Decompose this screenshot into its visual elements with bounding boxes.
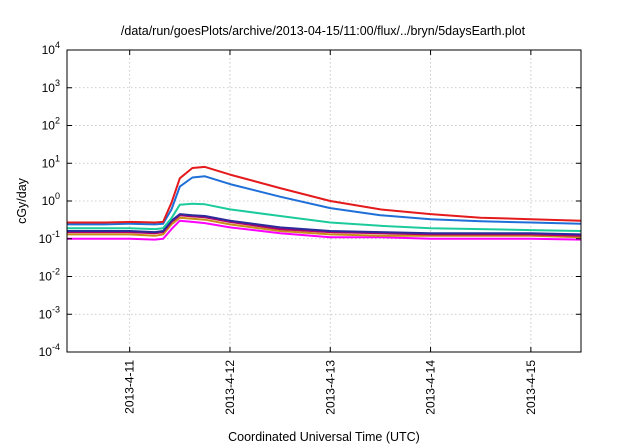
x-axis: 2013-4-11 2013-4-12 2013-4-13 2013-4-14 2013… bbox=[123, 50, 538, 415]
series-line bbox=[67, 216, 582, 239]
y-tick-label: 100 bbox=[42, 191, 60, 208]
x-tick-label: 2013-4-13 bbox=[323, 360, 337, 415]
series-line bbox=[67, 175, 582, 226]
y-tick-label: 10-1 bbox=[39, 229, 60, 246]
y-tick-label: 10-2 bbox=[39, 267, 60, 284]
x-tick-label: 2013-4-12 bbox=[223, 360, 237, 415]
grid bbox=[67, 50, 581, 352]
y-tick-label: 101 bbox=[42, 153, 60, 170]
x-tick-label: 2013-4-11 bbox=[123, 360, 137, 414]
chart-title: /data/run/goesPlots/archive/2013-04-15/1… bbox=[121, 24, 526, 38]
y-tick-label: 102 bbox=[42, 116, 60, 133]
x-tick-label: 2013-4-14 bbox=[424, 360, 438, 415]
series-line bbox=[67, 213, 582, 236]
y-axis: 10-4 10-3 10-2 10-1 100 101 102 103 104 bbox=[39, 40, 581, 359]
y-tick-label: 103 bbox=[42, 78, 60, 95]
y-axis-label: cGy/day bbox=[15, 177, 29, 224]
series-line bbox=[67, 214, 582, 237]
series-line bbox=[67, 219, 582, 241]
y-tick-label: 104 bbox=[42, 40, 60, 57]
series-group bbox=[67, 165, 582, 241]
series-line bbox=[67, 165, 582, 224]
y-tick-label: 10-3 bbox=[39, 304, 60, 321]
x-tick-label: 2013-4-15 bbox=[524, 360, 538, 415]
x-axis-label: Coordinated Universal Time (UTC) bbox=[228, 430, 420, 444]
y-tick-label: 10-4 bbox=[39, 342, 60, 359]
series-line bbox=[67, 202, 582, 232]
